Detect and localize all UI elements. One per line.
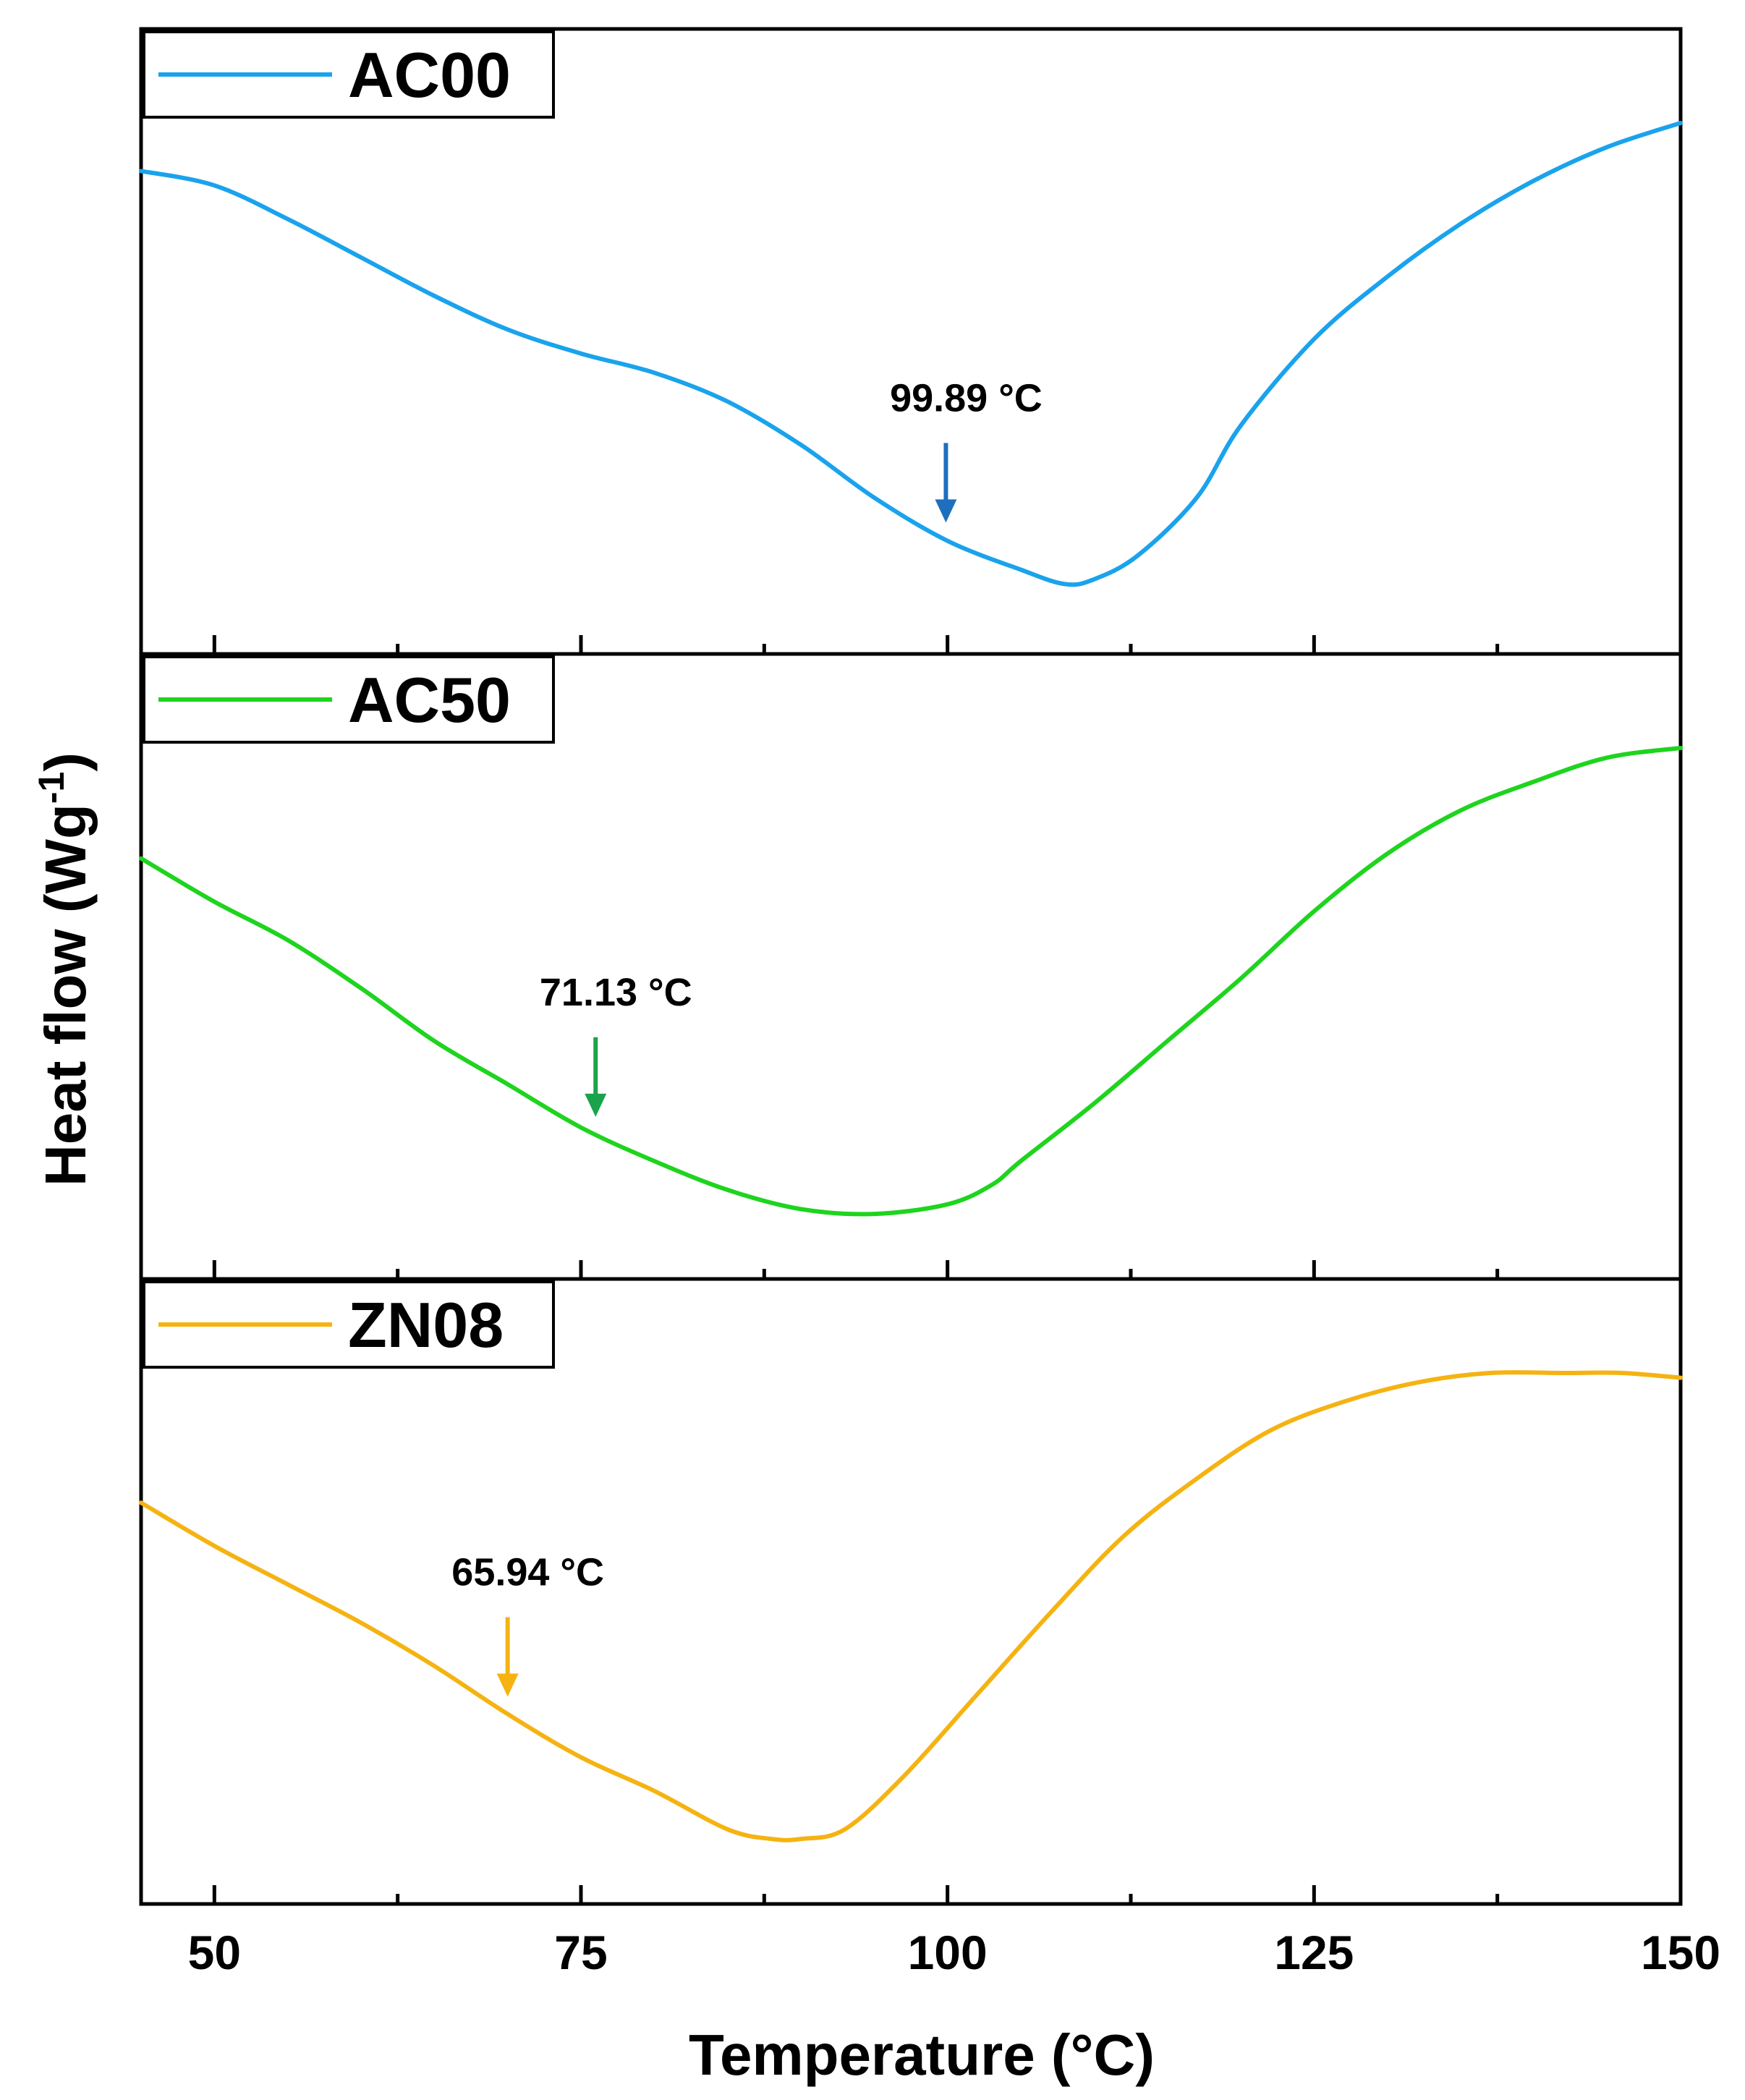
annotation-arrow [935, 443, 957, 523]
x-tick-labels: 50 75 100 125 150 [188, 1926, 1720, 1979]
panel-frame [139, 1277, 1683, 1906]
annotation-arrow [585, 1037, 607, 1117]
legend-ac00: AC00 [143, 30, 555, 119]
panel-zn08: 65.94 °C ZN08 [139, 1277, 1683, 1906]
x-axis-title: Temperature (°C) [689, 2023, 1155, 2087]
annotation-label: 99.89 °C [890, 376, 1043, 420]
annotation-label: 65.94 °C [451, 1550, 604, 1594]
y-axis-title: Heat flow (Wg-1) [31, 752, 98, 1186]
y-axis-title-close: ) [33, 752, 98, 772]
y-axis-title-superscript: -1 [31, 772, 72, 804]
x-tick-label: 75 [554, 1926, 607, 1979]
panel-ac50: 71.13 °C AC50 [139, 652, 1683, 1281]
x-tick-label: 50 [188, 1926, 241, 1979]
annotation-label: 71.13 °C [540, 971, 692, 1014]
x-tick-label: 150 [1641, 1926, 1720, 1979]
legend-label: ZN08 [348, 1289, 504, 1361]
x-tick-label: 125 [1274, 1926, 1354, 1979]
panel-ac00: 99.89 °C AC00 [139, 27, 1683, 656]
series-line-zn08 [139, 1370, 1683, 1842]
plot-layer: 99.89 °C AC00 71.13 °C AC50 65.94 °C ZN08 [139, 27, 1683, 1906]
x-tick-label: 100 [908, 1926, 988, 1979]
series-line-ac50 [139, 746, 1683, 1217]
series-line-ac00 [139, 121, 1683, 587]
legend-zn08: ZN08 [143, 1280, 555, 1369]
legend-label: AC00 [348, 39, 511, 111]
legend-ac50: AC50 [143, 655, 555, 744]
y-axis-title-main: Heat flow (Wg [33, 804, 98, 1186]
annotation-arrow [496, 1617, 519, 1697]
legend-box [143, 655, 555, 744]
legend-label: AC50 [348, 664, 511, 736]
